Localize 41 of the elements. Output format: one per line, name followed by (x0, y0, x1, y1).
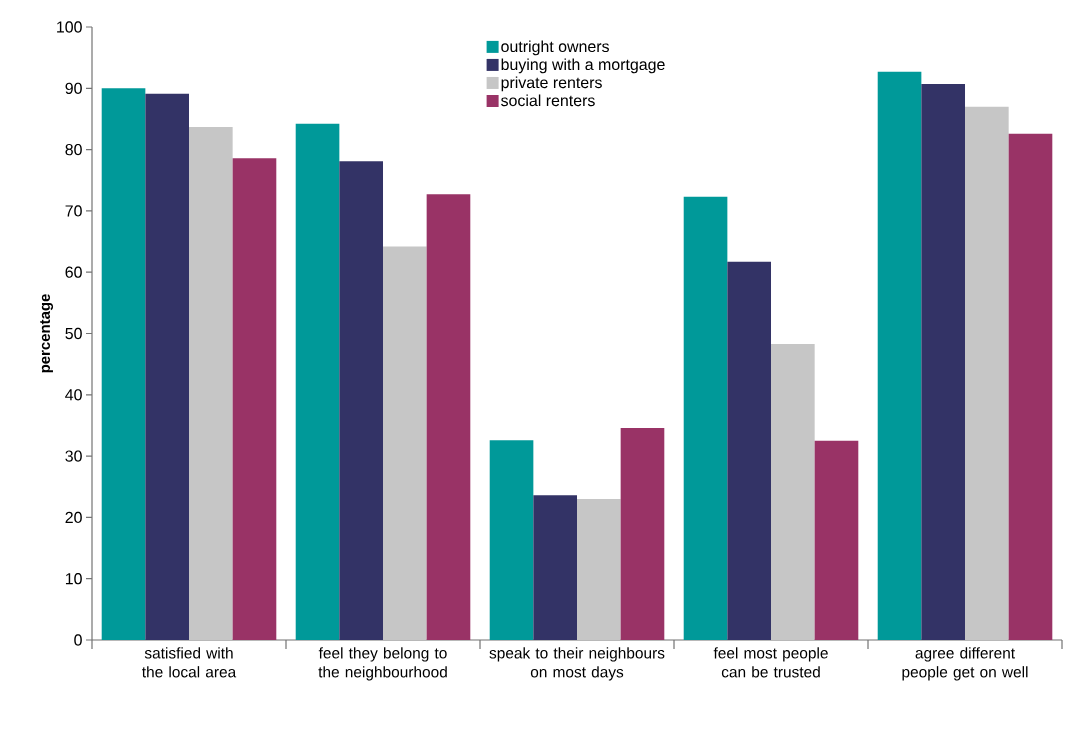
bar (577, 499, 621, 640)
x-tick-label: feel most people can be trusted (713, 647, 828, 678)
y-tick-label: 40 (65, 389, 82, 401)
bar (1008, 133, 1053, 640)
bar (295, 123, 340, 640)
x-tick-label: agree different people get on well (902, 647, 1028, 681)
bar (620, 427, 665, 640)
bar (189, 126, 233, 640)
bar (339, 161, 383, 640)
y-tick-label: 80 (65, 143, 82, 156)
x-tick-label: speak to their neighbours on most days (489, 647, 665, 681)
x-tick-label: satisfied with the local area (142, 647, 237, 678)
legend-label: outright owners (501, 40, 609, 56)
bar (683, 196, 728, 640)
bar (771, 343, 815, 640)
legend-label: private renters (501, 76, 602, 92)
y-tick-label: 60 (65, 266, 82, 278)
bar (921, 84, 966, 640)
bar (814, 440, 859, 640)
bar (101, 88, 146, 640)
legend-label: social renters (501, 94, 595, 107)
legend-label: buying with a mortgage (501, 58, 665, 74)
y-tick-label: 0 (74, 634, 82, 646)
y-tick-label: 50 (65, 327, 82, 340)
bar (232, 158, 277, 640)
x-tick-label: feel they belong to the neighbourhood (318, 647, 447, 681)
bar (145, 93, 189, 640)
bar (533, 495, 577, 640)
bar (965, 106, 1009, 640)
y-axis-title: percentage (40, 294, 54, 373)
bar (426, 194, 471, 640)
y-tick-label: 10 (65, 573, 82, 585)
bar (877, 71, 922, 640)
bar (727, 261, 771, 640)
y-tick-label: 70 (65, 205, 82, 217)
y-tick-label: 90 (65, 82, 82, 94)
bar (489, 440, 534, 640)
y-tick-label: 20 (65, 511, 82, 524)
y-tick-label: 30 (65, 450, 82, 462)
y-tick-label: 100 (57, 21, 82, 33)
bar (383, 246, 427, 640)
